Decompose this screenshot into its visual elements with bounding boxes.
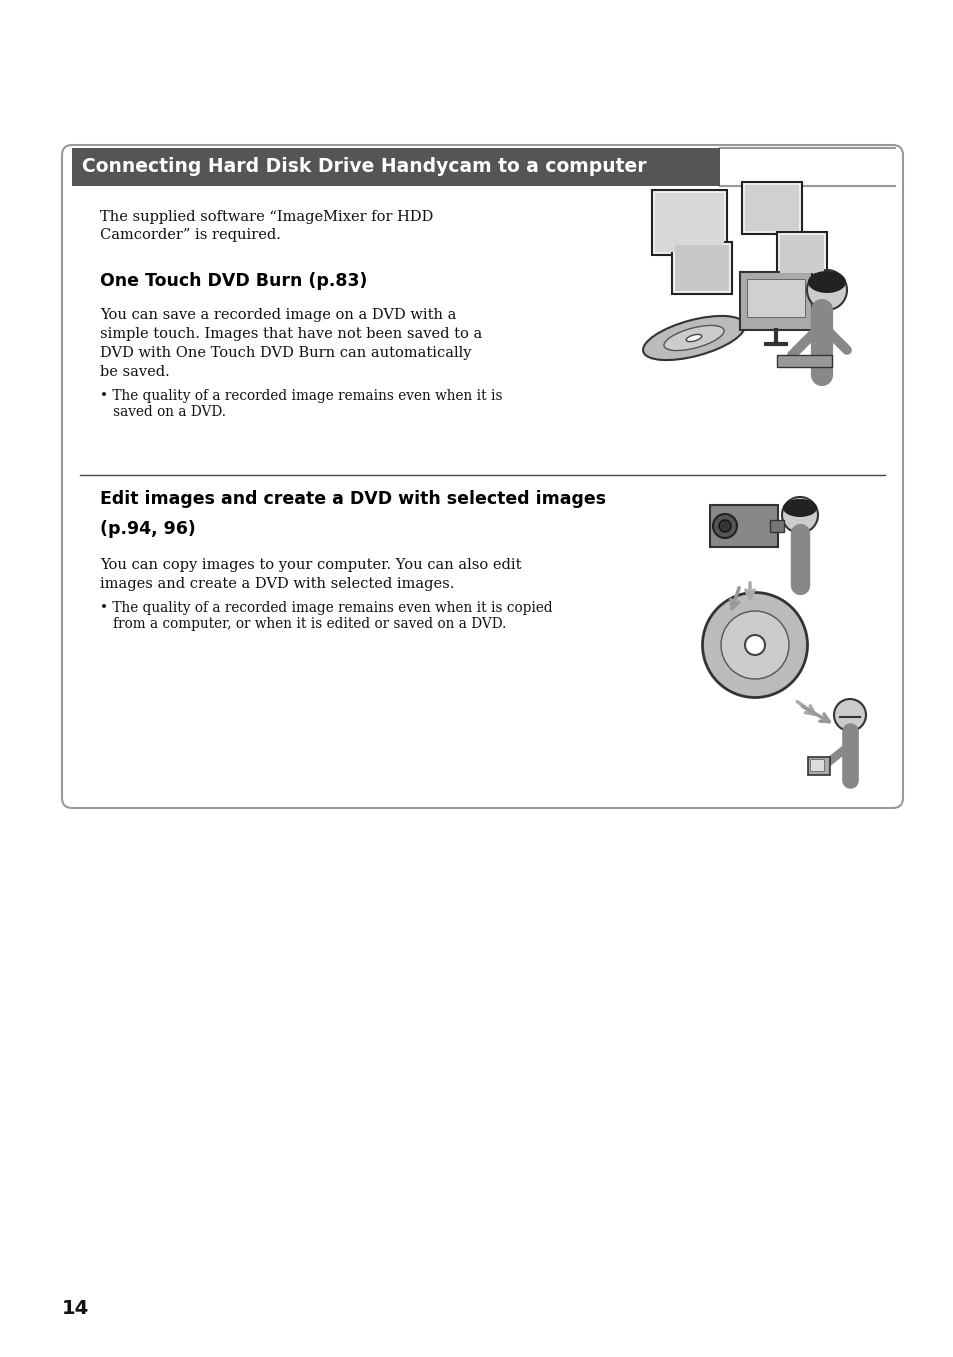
Bar (741, 182, 801, 233)
Text: (p.94, 96): (p.94, 96) (100, 520, 195, 537)
Bar (651, 190, 726, 255)
Ellipse shape (685, 334, 701, 342)
Circle shape (744, 635, 764, 655)
Text: be saved.: be saved. (100, 365, 170, 379)
Bar (675, 246, 728, 290)
Circle shape (712, 514, 737, 537)
Ellipse shape (701, 593, 806, 697)
Text: images and create a DVD with selected images.: images and create a DVD with selected im… (100, 577, 454, 592)
Circle shape (833, 699, 865, 731)
Text: from a computer, or when it is edited or saved on a DVD.: from a computer, or when it is edited or… (100, 617, 506, 631)
Ellipse shape (642, 316, 744, 360)
Ellipse shape (807, 271, 845, 293)
Text: The supplied software “ImageMixer for HDD
Camcorder” is required.: The supplied software “ImageMixer for HD… (100, 210, 433, 243)
Bar (776, 356, 831, 366)
Bar (740, 271, 811, 330)
Text: Edit images and create a DVD with selected images: Edit images and create a DVD with select… (100, 490, 605, 508)
Ellipse shape (663, 326, 723, 350)
FancyBboxPatch shape (71, 148, 720, 186)
Bar (776, 232, 826, 275)
Bar (709, 505, 778, 547)
Bar (655, 193, 723, 252)
Bar (746, 280, 804, 318)
Text: • The quality of a recorded image remains even when it is copied: • The quality of a recorded image remain… (100, 601, 552, 615)
Text: saved on a DVD.: saved on a DVD. (100, 404, 226, 419)
Bar (769, 520, 783, 532)
Text: 14: 14 (62, 1299, 90, 1318)
Text: DVD with One Touch DVD Burn can automatically: DVD with One Touch DVD Burn can automati… (100, 346, 471, 360)
Text: • The quality of a recorded image remains even when it is: • The quality of a recorded image remain… (100, 389, 502, 403)
Ellipse shape (720, 611, 788, 678)
Circle shape (781, 497, 817, 533)
Text: simple touch. Images that have not been saved to a: simple touch. Images that have not been … (100, 327, 482, 341)
Text: One Touch DVD Burn (p.83): One Touch DVD Burn (p.83) (100, 271, 367, 290)
Ellipse shape (782, 499, 816, 517)
Text: You can save a recorded image on a DVD with a: You can save a recorded image on a DVD w… (100, 308, 456, 322)
Bar (780, 235, 823, 273)
Circle shape (806, 270, 846, 309)
Bar (809, 759, 823, 771)
Bar (744, 185, 799, 231)
Text: You can copy images to your computer. You can also edit: You can copy images to your computer. Yo… (100, 558, 521, 573)
Circle shape (719, 520, 730, 532)
Text: Connecting Hard Disk Drive Handycam to a computer: Connecting Hard Disk Drive Handycam to a… (82, 157, 646, 176)
FancyBboxPatch shape (62, 145, 902, 807)
Bar (807, 757, 829, 775)
Bar (671, 242, 731, 294)
